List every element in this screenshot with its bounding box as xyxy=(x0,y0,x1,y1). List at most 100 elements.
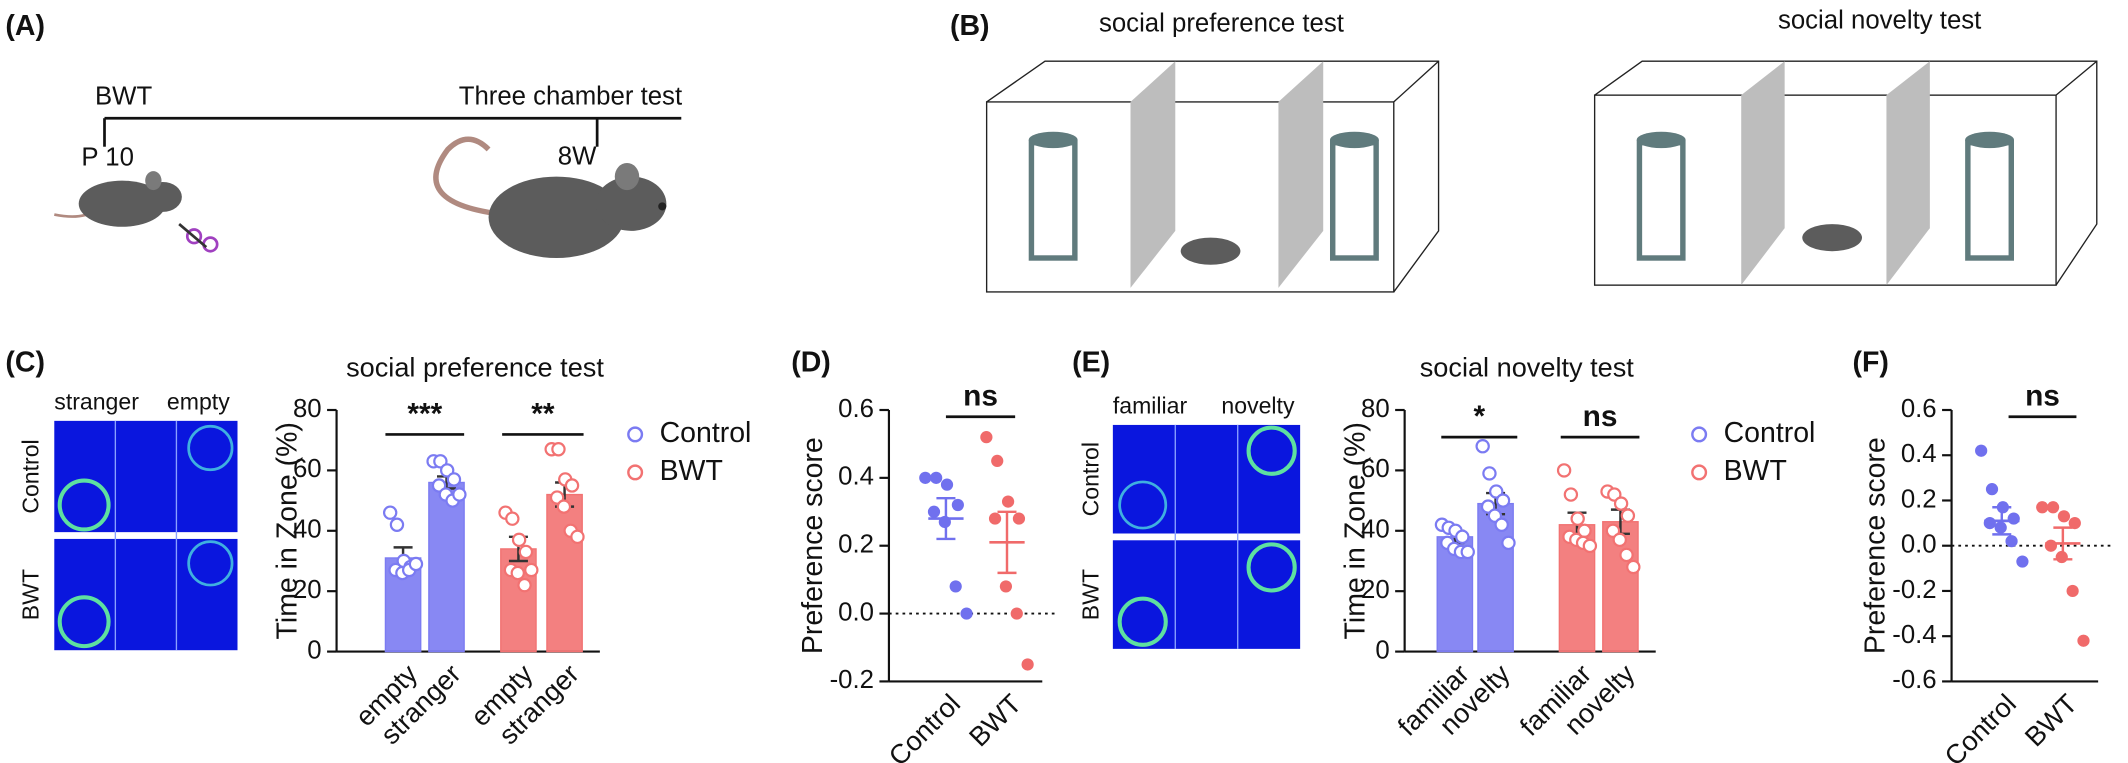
data-point xyxy=(2057,510,2071,523)
pup-illustration-part xyxy=(178,223,208,249)
pup-illustration-part xyxy=(145,171,162,191)
data-point xyxy=(1475,439,1490,454)
apparatus-part xyxy=(1636,131,1686,149)
panel-label: (E) xyxy=(1072,346,1110,378)
data-point xyxy=(1563,487,1579,502)
apparatus-part xyxy=(1028,139,1078,261)
y-tick-label: 0.6 xyxy=(838,395,874,423)
y-tick-label: 20 xyxy=(293,576,322,604)
data-point xyxy=(510,565,525,581)
y-tick-label: 40 xyxy=(1361,516,1390,544)
data-point xyxy=(382,505,398,520)
data-point xyxy=(951,498,964,512)
y-tick-label: 0 xyxy=(1375,636,1389,664)
timeline-label: P 10 xyxy=(81,144,134,172)
apparatus-title: social novelty test xyxy=(1778,7,1981,35)
y-tick-label: 60 xyxy=(1361,455,1390,483)
y-axis-label: Preference score xyxy=(1859,437,1891,654)
legend-label: BWT xyxy=(660,455,723,487)
data-point xyxy=(919,471,932,484)
heatmap-part xyxy=(1246,425,1297,476)
data-point xyxy=(2044,539,2058,552)
adult-mouse-illustration-part xyxy=(614,163,640,191)
y-tick-label: 0 xyxy=(307,636,321,664)
data-point xyxy=(940,478,954,491)
data-point xyxy=(505,511,520,526)
panel-label: (F) xyxy=(1853,346,1889,378)
data-point xyxy=(2077,634,2090,647)
data-point xyxy=(2046,501,2060,514)
apparatus-part xyxy=(1741,61,1785,286)
pup-illustration-part xyxy=(202,236,219,253)
data-point xyxy=(1620,508,1636,523)
heatmap-row-label: Control xyxy=(1078,442,1104,516)
apparatus-part xyxy=(1636,139,1686,261)
pup-illustration-part xyxy=(78,180,166,227)
heatmap-column-label: familiar xyxy=(1113,392,1188,418)
heatmap-part xyxy=(1117,596,1168,647)
significance-label: * xyxy=(1473,400,1485,433)
heatmap-row-label: BWT xyxy=(18,569,44,620)
data-point xyxy=(408,556,424,572)
data-point xyxy=(1975,444,1988,457)
data-point xyxy=(1482,466,1497,481)
data-point xyxy=(564,478,580,493)
data-point xyxy=(999,580,1013,593)
heatmap-part xyxy=(54,538,238,651)
data-point xyxy=(1582,538,1598,554)
legend-marker xyxy=(627,426,644,443)
data-point xyxy=(2016,555,2029,568)
data-point xyxy=(2036,501,2049,514)
timeline-label: BWT xyxy=(95,83,153,111)
data-point xyxy=(1619,547,1634,563)
pup-illustration xyxy=(54,171,219,253)
heatmap-part xyxy=(1118,480,1168,530)
panel-label: (B) xyxy=(950,10,990,42)
adult-mouse-illustration-part xyxy=(433,136,506,218)
data-point xyxy=(2066,584,2079,598)
pup-illustration-part xyxy=(185,228,203,245)
bar xyxy=(428,481,465,653)
data-point xyxy=(960,607,973,620)
data-point xyxy=(1570,511,1585,526)
adult-mouse-illustration-part xyxy=(658,202,667,211)
y-axis-label: Time in Zone (%) xyxy=(272,422,304,639)
significance-label: ns xyxy=(1583,400,1618,433)
data-point xyxy=(524,562,539,578)
y-tick-label: 0.0 xyxy=(1901,531,1937,559)
heatmap-column-label: empty xyxy=(167,388,230,414)
significance-label: *** xyxy=(407,397,442,430)
legend-label: Control xyxy=(660,417,752,449)
data-point xyxy=(980,431,993,444)
data-point xyxy=(551,442,566,457)
data-point xyxy=(517,577,532,593)
heatmap-column-label: stranger xyxy=(54,388,139,414)
data-point xyxy=(1613,496,1629,511)
heatmap-part xyxy=(57,478,111,532)
heatmap-row-label: Control xyxy=(18,439,44,513)
data-point xyxy=(988,512,1002,525)
data-point xyxy=(570,529,585,545)
heatmap-part xyxy=(1112,540,1301,649)
heatmap-row-label: BWT xyxy=(1078,569,1104,620)
apparatus-part xyxy=(2055,60,2098,96)
timeline-label: Three chamber test xyxy=(459,83,682,111)
data-point xyxy=(1455,529,1470,545)
adult-mouse-illustration xyxy=(433,136,667,258)
chart-title: social preference test xyxy=(346,351,604,382)
data-point xyxy=(2007,512,2020,525)
adult-mouse-illustration-part xyxy=(488,176,625,258)
data-point xyxy=(1494,517,1509,532)
apparatus-part xyxy=(1330,139,1379,261)
data-point xyxy=(1626,559,1641,575)
x-tick-label: Control xyxy=(1938,688,2022,763)
y-tick-label: 20 xyxy=(1361,576,1390,604)
y-tick-label: 0.0 xyxy=(838,598,874,626)
heatmap-part xyxy=(1112,424,1301,534)
data-point xyxy=(1985,483,1999,496)
panel-label: (C) xyxy=(5,346,45,378)
heatmap-part xyxy=(54,420,238,533)
data-point xyxy=(556,499,572,514)
y-tick-label: 80 xyxy=(293,395,322,423)
